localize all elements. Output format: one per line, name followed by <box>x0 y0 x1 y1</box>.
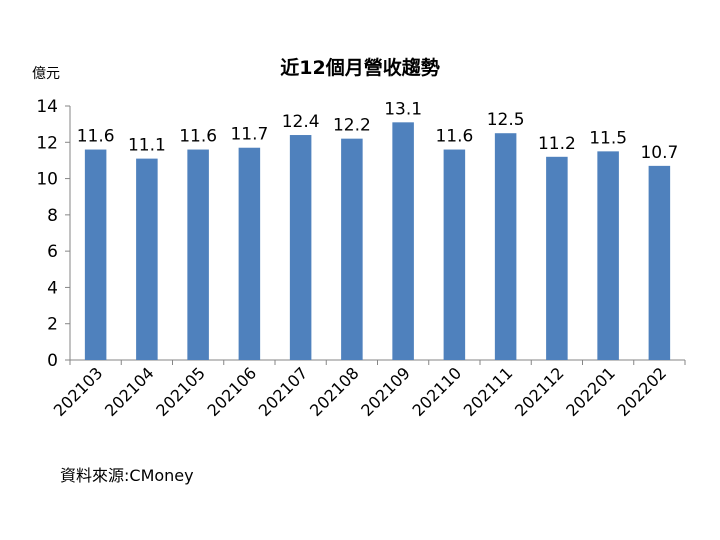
bar <box>494 133 517 360</box>
data-label: 11.6 <box>179 127 217 147</box>
data-label: 13.1 <box>384 99 422 119</box>
y-tick-label: 6 <box>47 242 58 262</box>
x-tick-label: 202108 <box>306 363 363 420</box>
data-label: 11.6 <box>77 127 115 147</box>
data-label: 11.6 <box>435 127 473 147</box>
data-label: 10.7 <box>640 143 678 163</box>
y-tick-label: 10 <box>36 170 58 190</box>
bar <box>392 122 414 360</box>
bar <box>289 135 312 360</box>
y-tick-label: 4 <box>47 278 58 298</box>
y-unit-label: 億元 <box>32 66 60 82</box>
bar <box>238 147 261 360</box>
data-label: 11.7 <box>230 125 268 145</box>
x-tick-label: 202201 <box>562 363 619 420</box>
bar <box>443 149 466 360</box>
bar <box>341 138 363 360</box>
x-tick-label: 202107 <box>255 363 312 420</box>
data-label: 11.1 <box>128 136 166 156</box>
y-tick-label: 14 <box>36 97 58 117</box>
x-tick-label: 202104 <box>101 363 158 420</box>
data-label: 12.4 <box>282 112 320 132</box>
bar <box>648 165 671 360</box>
data-label: 12.2 <box>333 116 371 136</box>
bar <box>84 149 107 360</box>
bar <box>136 158 158 360</box>
source-note: 資料來源:CMoney <box>60 466 194 485</box>
chart-title: 近12個月營收趨勢 <box>280 56 439 79</box>
x-tick-label: 202111 <box>460 363 517 420</box>
bar <box>597 151 619 360</box>
x-tick-label: 202105 <box>152 363 209 420</box>
x-tick-label: 202103 <box>50 363 107 420</box>
y-tick-label: 0 <box>47 351 58 371</box>
bar <box>546 156 568 360</box>
y-tick-label: 12 <box>36 133 58 153</box>
x-tick-label: 202106 <box>204 363 261 420</box>
y-tick-label: 2 <box>47 315 58 335</box>
x-tick-label: 202112 <box>511 363 568 420</box>
x-tick-label: 202110 <box>409 363 466 420</box>
data-label: 11.2 <box>538 134 576 154</box>
x-tick-label: 202202 <box>614 363 671 420</box>
x-tick-label: 202109 <box>357 363 414 420</box>
bar-series: 11.6 11.1 11.6 11.7 12.4 12.2 13.1 11.6 12.5 11.2… <box>77 99 678 360</box>
bar <box>187 149 209 360</box>
y-tick-label: 8 <box>47 206 58 226</box>
data-label: 12.5 <box>487 110 525 130</box>
data-label: 11.5 <box>589 128 627 148</box>
